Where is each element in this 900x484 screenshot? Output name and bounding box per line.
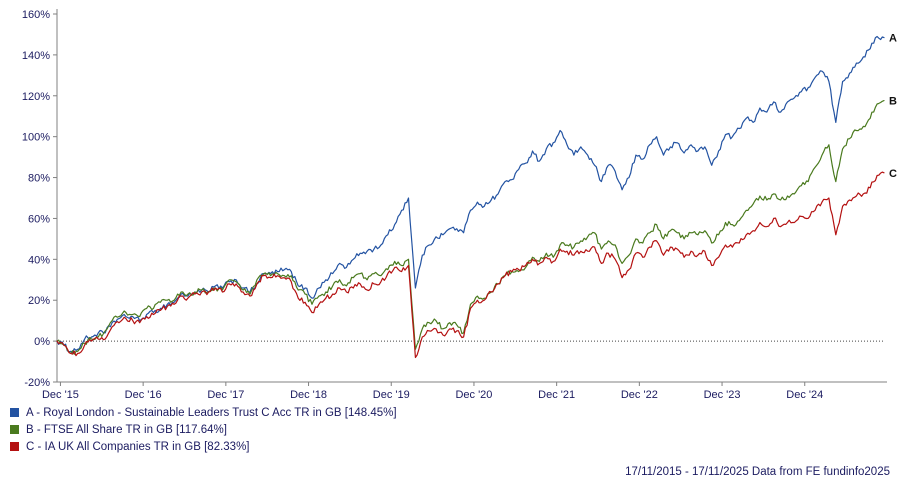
legend-label-a: A - Royal London - Sustainable Leaders T… [26, 406, 397, 419]
series-c-color-swatch [10, 442, 19, 451]
svg-text:Dec '21: Dec '21 [538, 389, 575, 400]
svg-text:Dec '22: Dec '22 [621, 389, 658, 400]
legend-label-c: C - IA UK All Companies TR in GB [82.33%… [26, 440, 250, 453]
legend-item-b: B - FTSE All Share TR in GB [117.64%] [10, 421, 397, 438]
svg-text:Dec '24: Dec '24 [786, 389, 823, 400]
series-b-color-swatch [10, 425, 19, 434]
svg-text:40%: 40% [28, 254, 50, 266]
svg-text:140%: 140% [22, 50, 50, 62]
svg-text:Dec '15: Dec '15 [42, 389, 79, 400]
svg-text:100%: 100% [22, 132, 50, 144]
performance-line-chart: 160%140%120%100%80%60%40%20%0%-20%Dec '1… [22, 9, 897, 400]
chart-footer-daterange: 17/11/2015 - 17/11/2025 Data from FE fun… [625, 466, 890, 478]
svg-text:A: A [889, 33, 897, 45]
svg-text:Dec '19: Dec '19 [373, 389, 410, 400]
svg-text:Dec '17: Dec '17 [207, 389, 244, 400]
svg-text:0%: 0% [34, 336, 50, 348]
legend-item-c: C - IA UK All Companies TR in GB [82.33%… [10, 438, 397, 455]
series-a-color-swatch [10, 408, 19, 417]
svg-text:20%: 20% [28, 295, 50, 307]
svg-text:60%: 60% [28, 213, 50, 225]
svg-text:B: B [889, 96, 897, 108]
svg-text:Dec '16: Dec '16 [125, 389, 162, 400]
chart-legend: A - Royal London - Sustainable Leaders T… [10, 404, 397, 455]
svg-text:120%: 120% [22, 91, 50, 103]
svg-text:-20%: -20% [24, 377, 50, 389]
svg-text:80%: 80% [28, 173, 50, 185]
legend-label-b: B - FTSE All Share TR in GB [117.64%] [26, 423, 227, 436]
svg-text:Dec '20: Dec '20 [455, 389, 492, 400]
svg-text:160%: 160% [22, 9, 50, 21]
svg-text:C: C [889, 168, 897, 180]
svg-text:Dec '18: Dec '18 [290, 389, 327, 400]
legend-item-a: A - Royal London - Sustainable Leaders T… [10, 404, 397, 421]
svg-text:Dec '23: Dec '23 [704, 389, 741, 400]
